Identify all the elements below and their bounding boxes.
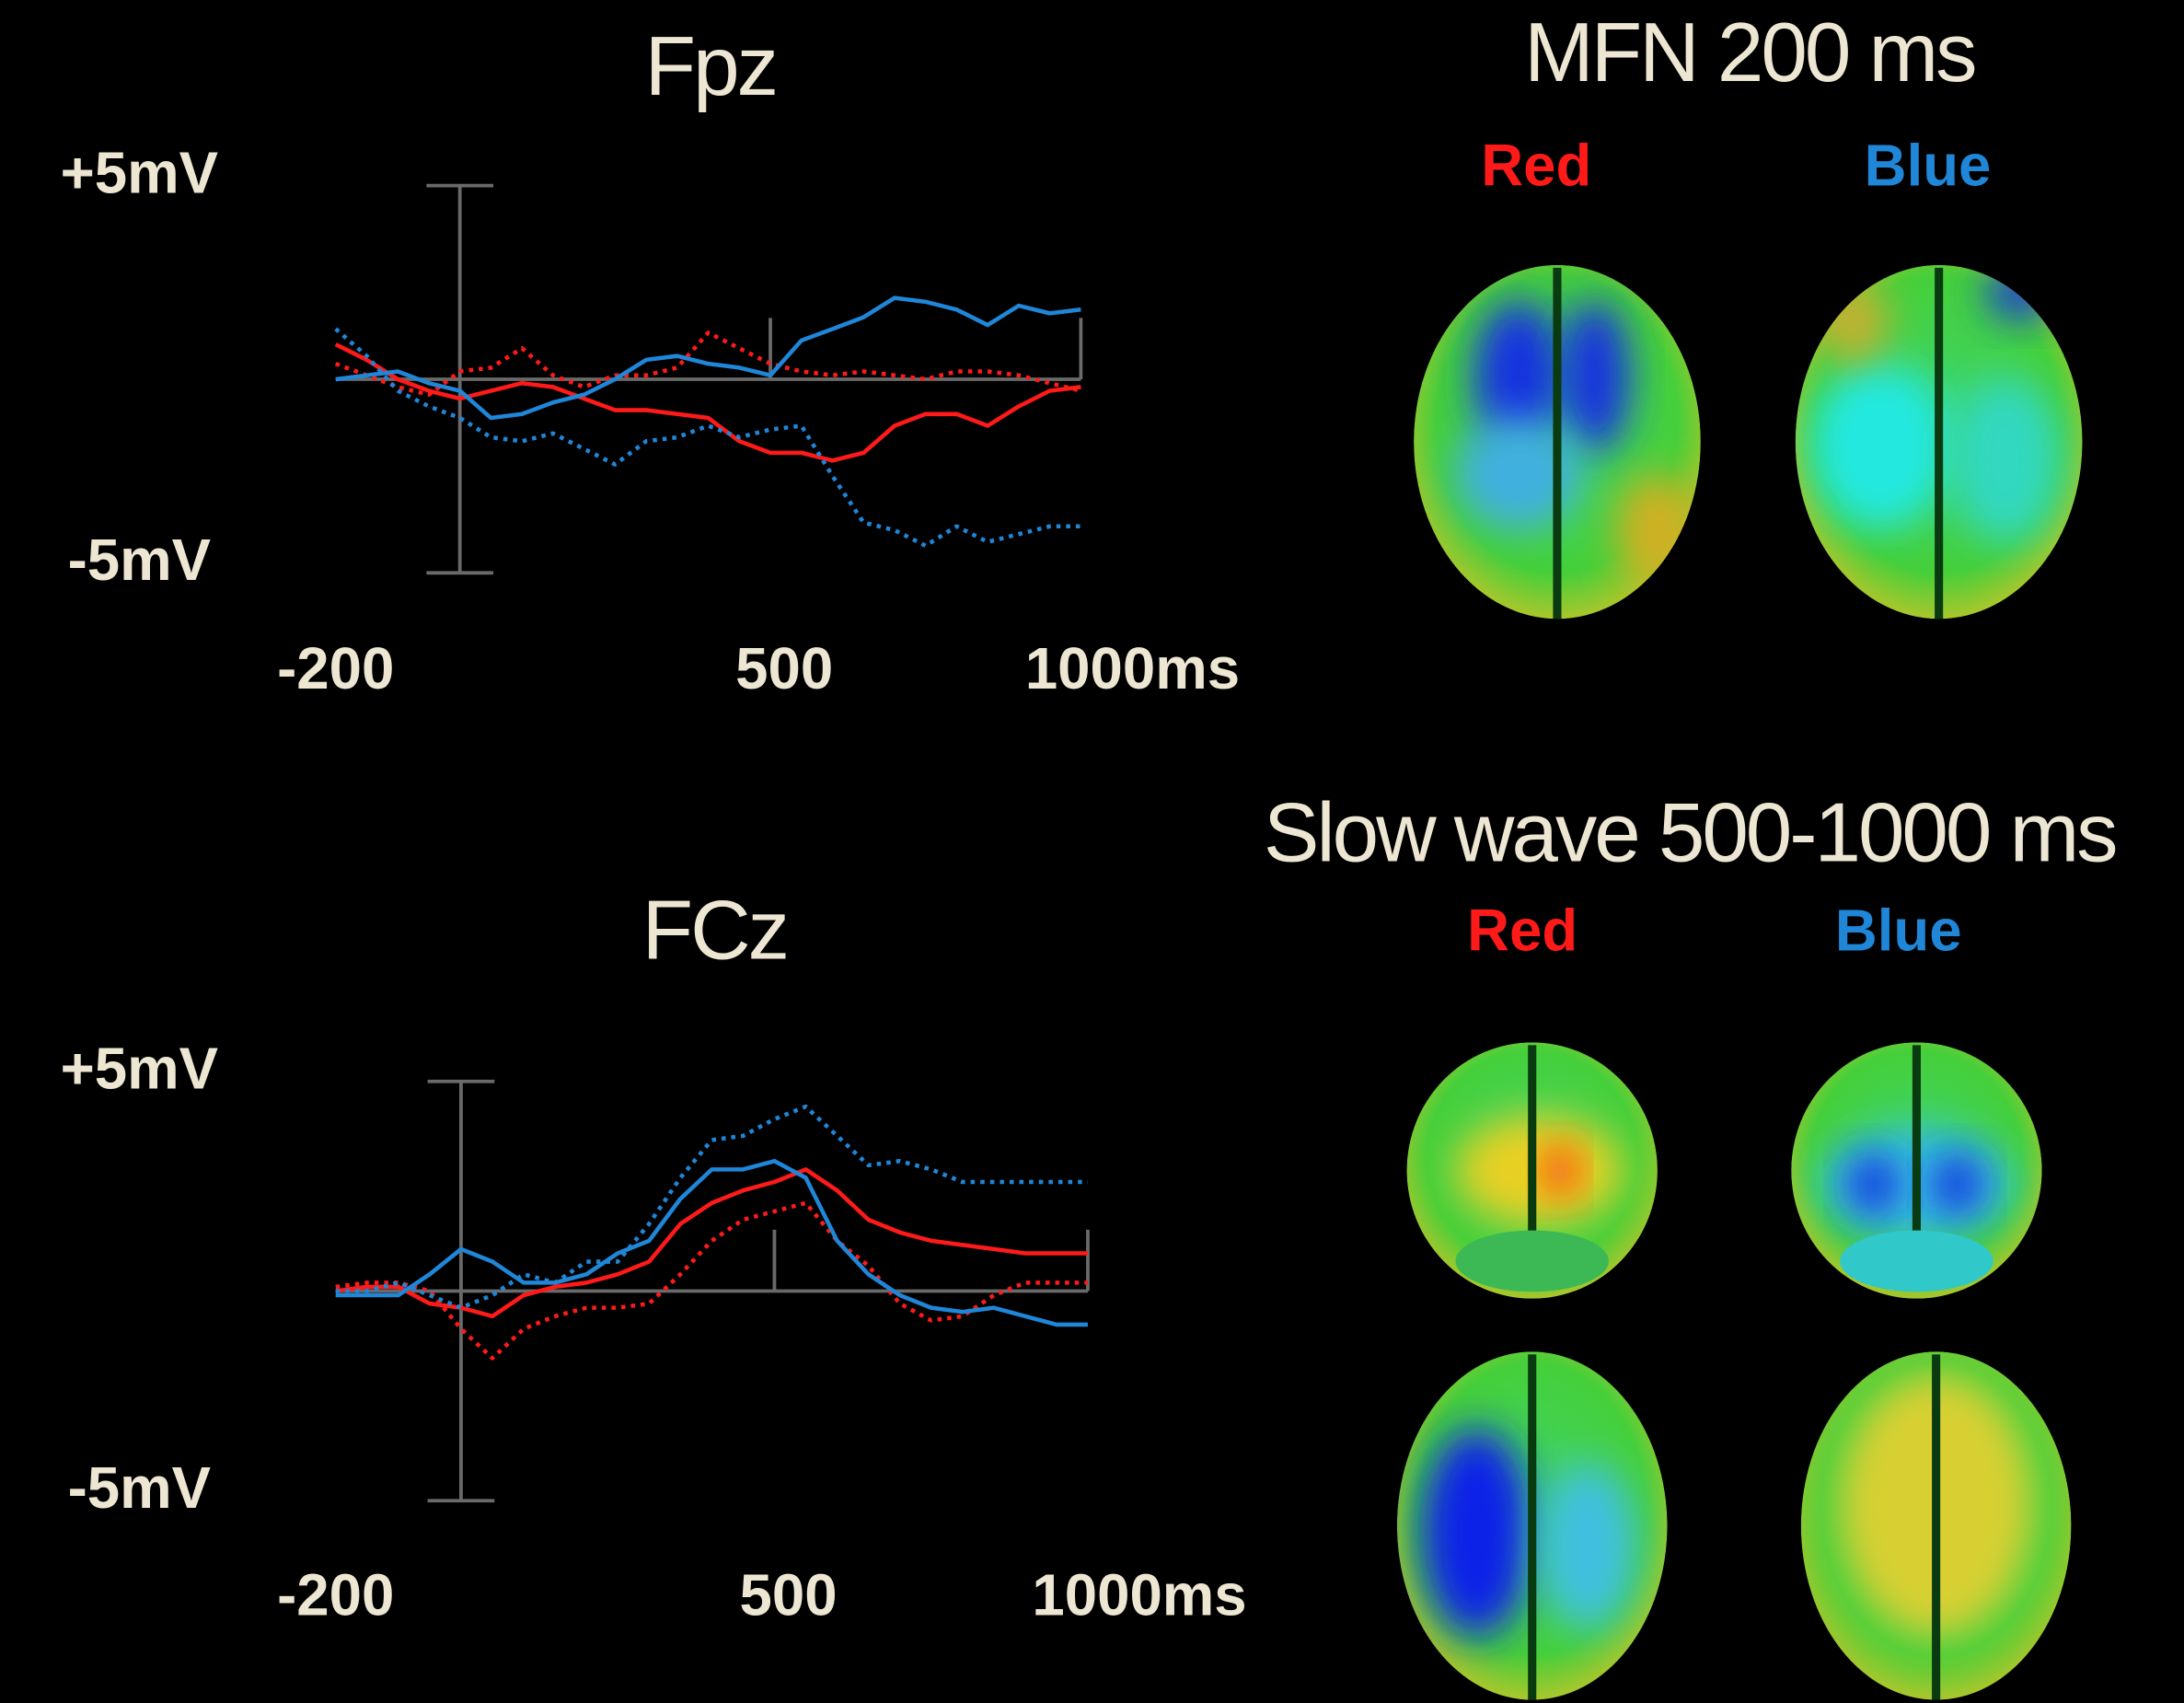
- x-tick-label: 500: [740, 1562, 838, 1628]
- map-title: MFN 200 ms: [1524, 6, 1975, 99]
- map-label: Blue: [1865, 133, 1992, 199]
- series-line: [336, 329, 1081, 545]
- topomaps: [1397, 265, 2083, 1700]
- x-tick-label: 1000ms: [1025, 636, 1240, 701]
- series-line: [336, 1203, 1088, 1359]
- map-title: Slow wave 500-1000 ms: [1264, 786, 2116, 879]
- map-label: Blue: [1835, 898, 1962, 964]
- y-tick-label: -5mV: [68, 1455, 211, 1521]
- x-tick-label: 500: [735, 636, 833, 701]
- series-line: [336, 1169, 1088, 1316]
- x-tick-label: -200: [277, 1562, 394, 1628]
- chart-title: Fpz: [645, 20, 776, 113]
- x-tick-label: 1000ms: [1032, 1562, 1246, 1628]
- skull-base: [1455, 1231, 1993, 1292]
- figure: MFN 200 ms Red Blue Slow wave 500-1000 m…: [0, 0, 2184, 1703]
- y-tick-label: +5mV: [61, 1036, 218, 1101]
- series-line: [336, 1161, 1088, 1325]
- map-label: Red: [1481, 133, 1591, 199]
- y-tick-label: +5mV: [61, 140, 218, 205]
- series-line: [336, 1106, 1088, 1308]
- chart-title: FCz: [642, 884, 787, 977]
- x-tick-label: -200: [277, 636, 394, 701]
- map-label: Red: [1467, 898, 1577, 964]
- series-line: [336, 298, 1081, 418]
- y-tick-label: -5mV: [68, 527, 211, 593]
